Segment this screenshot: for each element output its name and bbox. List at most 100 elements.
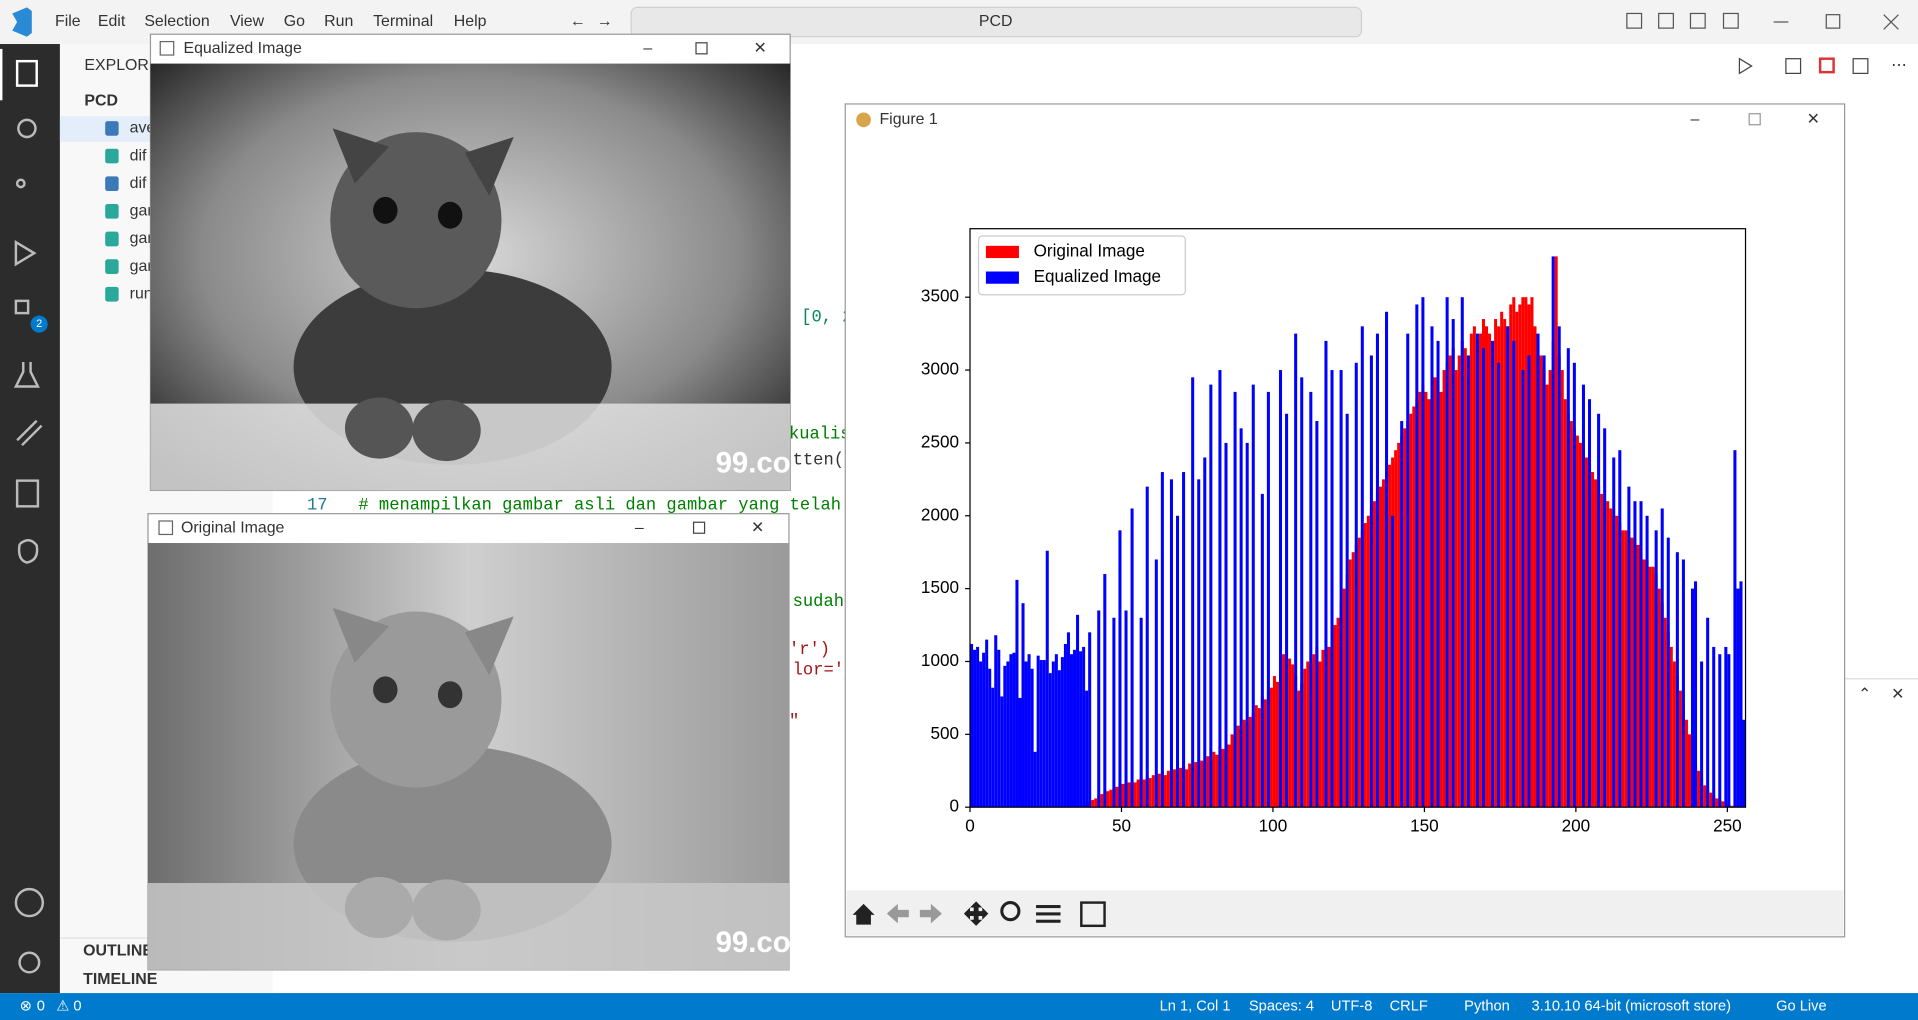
menu-item[interactable]: Edit (98, 13, 126, 30)
language[interactable]: Python (1464, 998, 1510, 1014)
zoom-button[interactable] (1000, 901, 1021, 922)
file-icon (105, 259, 119, 274)
configure-button[interactable] (1036, 912, 1061, 916)
maximize[interactable] (1748, 113, 1761, 126)
timeline-section[interactable]: TIMELINE (83, 971, 157, 988)
close[interactable]: ✕ (751, 520, 764, 537)
more-actions[interactable]: ⋯ (1891, 57, 1907, 74)
x-tick-label: 0 (965, 816, 975, 835)
pan-button[interactable] (963, 901, 989, 926)
run-icon[interactable] (14, 239, 37, 267)
layout-icon[interactable] (1658, 12, 1674, 29)
file-name[interactable]: ave (130, 120, 156, 137)
bar (1512, 340, 1516, 808)
line-ending[interactable]: CRLF (1390, 998, 1428, 1014)
bar (1418, 391, 1422, 808)
nav-forward[interactable]: → (597, 13, 613, 30)
stop-button[interactable] (1818, 57, 1835, 74)
panel-toggle[interactable]: ⌃ (1858, 686, 1871, 703)
configure-button[interactable] (1036, 905, 1061, 909)
x-tick-label: 100 (1259, 816, 1288, 835)
search-icon[interactable] (17, 118, 37, 139)
forward-button[interactable] (919, 903, 942, 924)
file-icon (105, 121, 119, 136)
outline-section[interactable]: OUTLINE (83, 943, 153, 960)
file-name[interactable]: gar (130, 258, 154, 275)
restore[interactable] (1825, 14, 1841, 29)
menu-item[interactable]: Selection (144, 13, 209, 30)
bar (1073, 649, 1077, 808)
bar (1715, 798, 1719, 808)
maximize[interactable] (695, 42, 708, 55)
minimize[interactable]: – (635, 520, 644, 537)
file-name[interactable]: run (130, 285, 153, 302)
layout-icon[interactable] (1722, 12, 1739, 29)
folder-name[interactable]: PCD (84, 93, 118, 110)
file-name[interactable]: gar (130, 203, 154, 220)
close[interactable] (1883, 14, 1899, 30)
menu-item[interactable]: File (55, 13, 81, 30)
remote-icon[interactable] (16, 419, 43, 447)
close[interactable]: ✕ (1807, 111, 1820, 128)
back-button[interactable] (886, 903, 909, 924)
bar (1203, 457, 1207, 808)
menu-bar: File Edit Selection View Go Run Terminal Help (55, 13, 487, 30)
close[interactable]: ✕ (754, 40, 767, 57)
notebook-icon[interactable] (15, 479, 40, 508)
bar (1491, 340, 1495, 808)
code-fragment: lor='b (793, 662, 855, 681)
nav-back[interactable]: ← (570, 13, 586, 30)
configure-button[interactable] (1036, 919, 1061, 923)
error-count[interactable]: 0 (37, 998, 45, 1014)
layout-icon[interactable] (1689, 12, 1706, 29)
bar (1727, 654, 1731, 808)
bar (1291, 664, 1295, 808)
layout-icon[interactable] (1626, 12, 1643, 29)
maximize[interactable] (692, 521, 706, 534)
test-icon[interactable] (13, 362, 40, 388)
bar (1103, 574, 1107, 808)
bar (1145, 486, 1149, 808)
bar (1366, 515, 1370, 808)
file-name[interactable]: dif (130, 147, 147, 164)
indentation[interactable]: Spaces: 4 (1249, 998, 1314, 1014)
bar (1454, 370, 1458, 808)
file-name[interactable]: gar (130, 230, 154, 247)
extensions-icon[interactable] (14, 299, 30, 315)
interpreter[interactable]: 3.10.10 64-bit (microsoft store) (1531, 998, 1731, 1014)
cursor-position[interactable]: Ln 1, Col 1 (1160, 998, 1231, 1014)
home-button[interactable] (852, 903, 875, 925)
encoding[interactable]: UTF-8 (1331, 998, 1373, 1014)
search-box[interactable] (630, 6, 1363, 38)
y-tick-label: 1000 (921, 651, 959, 670)
menu-item[interactable]: Go (284, 13, 305, 30)
panel-close[interactable]: ✕ (1891, 686, 1904, 703)
menu-item[interactable]: Terminal (373, 13, 433, 30)
save-button[interactable] (1080, 901, 1106, 928)
go-live[interactable]: Go Live (1776, 998, 1827, 1014)
settings-icon[interactable] (18, 951, 41, 974)
bar (1548, 370, 1552, 808)
menu-item[interactable]: View (230, 13, 265, 30)
minimize[interactable]: – (1690, 111, 1699, 128)
python-icon[interactable] (17, 539, 39, 564)
bar (1578, 442, 1582, 808)
window-title: Equalized Image (183, 40, 302, 57)
split-button[interactable] (1852, 58, 1869, 74)
action-icon[interactable] (1785, 58, 1802, 74)
file-name[interactable]: dif (130, 175, 147, 192)
bar (1363, 523, 1367, 808)
minimize[interactable]: – (643, 40, 652, 57)
warning-count[interactable]: 0 (73, 998, 81, 1014)
code-fragment: sudah (793, 593, 844, 612)
run-button[interactable] (1738, 57, 1753, 75)
menu-item[interactable]: Help (454, 13, 487, 30)
scm-icon[interactable] (15, 178, 26, 189)
account-icon[interactable] (14, 887, 45, 918)
explorer-icon[interactable] (15, 59, 38, 87)
menu-item[interactable]: Run (324, 13, 353, 30)
bar (1127, 782, 1131, 808)
file-icon (105, 176, 119, 192)
bar (1700, 661, 1704, 808)
bar (1130, 508, 1134, 808)
